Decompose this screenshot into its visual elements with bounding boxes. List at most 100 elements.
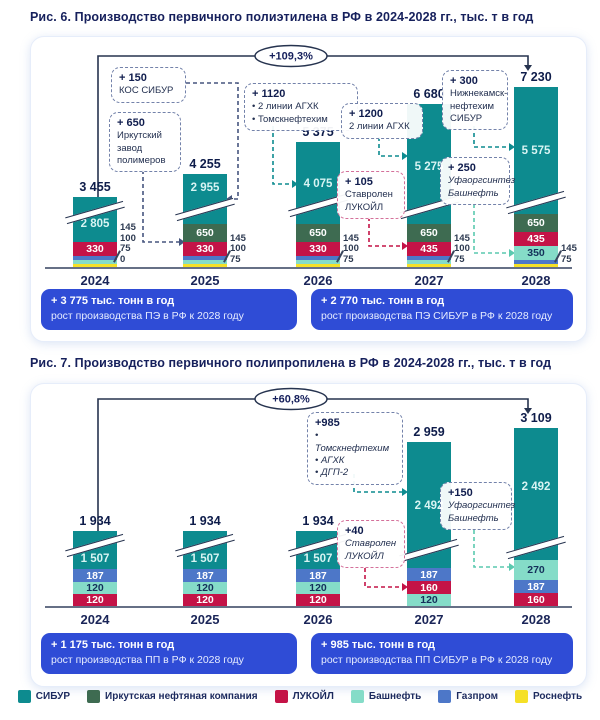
segment-value: 650 xyxy=(420,227,438,239)
bar-segment: 120 xyxy=(296,582,340,594)
summary-caption: рост производства ПЭ СИБУР в РФ к 2028 г… xyxy=(321,309,553,322)
segment-value: 350 xyxy=(527,247,545,259)
bar-segment xyxy=(183,256,227,260)
segment-value: 120 xyxy=(309,594,327,606)
bar-segment: 120 xyxy=(73,594,117,606)
segment-value: 5 575 xyxy=(521,145,551,157)
bar-segment: 160 xyxy=(514,593,558,606)
year-label: 2027 xyxy=(414,612,444,627)
side-value: 100 xyxy=(454,243,470,254)
callout-text: Башнефть xyxy=(448,187,499,199)
segment-value: 120 xyxy=(309,582,327,594)
segment-value: 435 xyxy=(527,233,545,245)
year-label: 2027 xyxy=(414,273,444,288)
callout-delta: +985 xyxy=(315,417,340,429)
segment-value: 650 xyxy=(309,227,327,239)
bar-segment xyxy=(514,260,558,264)
bar-segment: 435 xyxy=(514,232,558,246)
bar-segment xyxy=(296,264,340,267)
year-label: 2024 xyxy=(80,273,110,288)
year-label: 2028 xyxy=(521,273,551,288)
legend-item: ЛУКОЙЛ xyxy=(274,690,334,703)
year-label: 2026 xyxy=(303,612,333,627)
summary-value: + 2 770 тыс. тонн в год xyxy=(321,295,445,307)
bar-segment xyxy=(183,264,227,267)
legend-item: Газпром xyxy=(438,690,498,703)
bar-segment: 330 xyxy=(296,242,340,256)
callout-delta: +40 xyxy=(345,525,364,537)
bar-segment: 650 xyxy=(407,224,451,242)
x-axis xyxy=(45,606,572,608)
segment-value: 435 xyxy=(420,243,438,255)
bar-total-label: 3 455 xyxy=(79,180,111,194)
legend-swatch xyxy=(514,690,528,703)
segment-value: 650 xyxy=(196,227,214,239)
bar-total-label: 4 255 xyxy=(189,157,221,171)
legend-label: Башнефть xyxy=(368,691,422,702)
figure6-summary-sibur: + 2 770 тыс. тонн в год рост производств… xyxy=(311,289,573,330)
legend-label: Иркутская нефтяная компания xyxy=(105,691,258,702)
bar-2025: 120 120 187 1 507 xyxy=(175,531,235,606)
legend-item: СИБУР xyxy=(17,690,70,703)
bar-total-label: 1 934 xyxy=(189,514,221,528)
callout-text: • АГХК xyxy=(315,454,345,466)
figure6-summary-total: + 3 775 тыс. тонн в год рост производств… xyxy=(41,289,297,330)
segment-value: 120 xyxy=(196,594,214,606)
segment-value: 1 507 xyxy=(303,553,333,565)
bar-segment: 187 xyxy=(514,580,558,593)
legend-label: Газпром xyxy=(456,691,498,702)
callout-text: КОС СИБУР xyxy=(119,85,174,97)
figure7-title: Рис. 7. Производство первичного полипроп… xyxy=(30,356,552,370)
callout-d-stav: +40 Ставролен ЛУКОЙЛ xyxy=(337,520,405,568)
legend-label: Роснефть xyxy=(532,691,583,702)
figure6-title: Рис. 6. Производство первичного полиэтил… xyxy=(30,10,534,24)
callout-text: Ставролен xyxy=(345,189,393,201)
legend-item: Башнефть xyxy=(350,690,422,703)
year-label: 2025 xyxy=(190,612,220,627)
segment-value: 4 075 xyxy=(303,178,333,190)
summary-caption: рост производства ПП СИБУР в РФ к 2028 г… xyxy=(321,653,553,666)
bar-segment: 330 xyxy=(73,242,117,256)
side-value: 100 xyxy=(120,232,136,244)
side-value: 145 xyxy=(454,232,470,244)
bar-segment xyxy=(296,256,340,260)
callout-delta: +150 xyxy=(448,487,473,499)
bar-total-label: 1 934 xyxy=(79,514,111,528)
segment-value: 187 xyxy=(527,580,545,593)
bar-total-label: 7 230 xyxy=(520,70,552,84)
callout-delta: + 250 xyxy=(448,162,476,174)
callout-delta: + 650 xyxy=(117,117,145,129)
side-value: 145 xyxy=(230,232,246,244)
bar-side-values: 145 100 75 0 xyxy=(113,222,136,265)
summary-value: + 1 175 тыс. тонн в год xyxy=(51,639,175,651)
bar-2028: 350 435 650 5 575 xyxy=(506,87,566,267)
callout-c-aghk26: + 1120 • 2 линии АГХК • Томскнефтехим xyxy=(244,83,358,131)
bar-segment: 5 575 xyxy=(514,87,558,214)
callout-c-irk: + 650 Иркутский завод полимеров xyxy=(109,112,181,173)
bar-segment xyxy=(296,260,340,264)
side-value: 75 xyxy=(120,243,131,254)
segment-value: 120 xyxy=(86,582,104,594)
summary-value: + 3 775 тыс. тонн в год xyxy=(51,295,175,307)
bar-segment: 187 xyxy=(296,569,340,582)
legend-swatch xyxy=(274,690,288,703)
callout-text: Башнефть xyxy=(448,512,499,524)
callout-text: • Томскнефтехим xyxy=(252,113,328,125)
bar-segment: 650 xyxy=(183,224,227,242)
segment-value: 1 507 xyxy=(80,553,110,565)
callout-text: полимеров xyxy=(117,154,166,166)
summary-caption: рост производства ПЭ в РФ к 2028 году xyxy=(51,309,244,322)
legend-swatch xyxy=(17,690,31,703)
segment-value: 187 xyxy=(309,569,327,582)
bar-segment: 650 xyxy=(514,214,558,232)
segment-value: 120 xyxy=(420,594,438,606)
bar-segment: 350 xyxy=(514,246,558,260)
callout-text: завод xyxy=(117,142,143,154)
bar-segment: 120 xyxy=(407,594,451,606)
segment-value: 330 xyxy=(86,243,104,255)
side-value: 75 xyxy=(230,253,241,265)
growth-badge-label: +60,8% xyxy=(272,394,310,406)
segment-value: 5 275 xyxy=(414,161,444,173)
bar-2026: 120 120 187 1 507 xyxy=(288,531,348,606)
figure7-summary-sibur: + 985 тыс. тонн в год рост производства … xyxy=(311,633,573,674)
